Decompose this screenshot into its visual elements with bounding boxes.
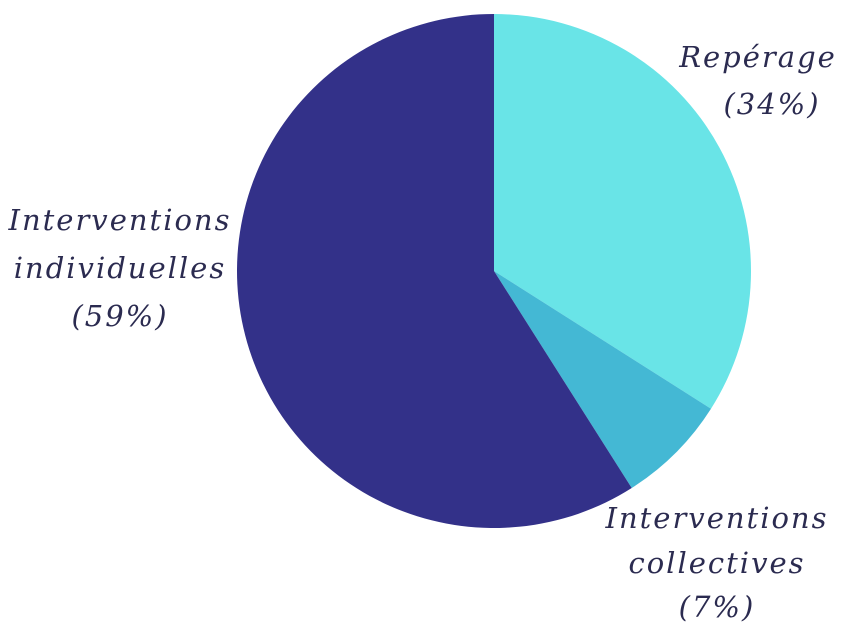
slice-reperage (494, 14, 751, 409)
slice-label-individuelles-line2: individuelles (14, 251, 226, 285)
slice-percent-collectives: (7%) (679, 590, 756, 624)
slice-label-collectives-line1: Interventions (605, 501, 829, 535)
slice-percent-individuelles: (59%) (71, 299, 168, 333)
slice-label-individuelles-line1: Interventions (8, 203, 232, 237)
slice-percent-reperage: (34%) (723, 87, 820, 121)
pie-slices (236, 14, 751, 528)
slice-interventions-collectives (494, 271, 711, 488)
slice-label-reperage: Repérage (678, 40, 837, 74)
slice-interventions-individuelles (236, 14, 632, 528)
slice-label-collectives-line2: collectives (628, 546, 805, 580)
